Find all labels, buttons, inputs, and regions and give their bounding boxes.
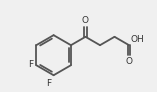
Text: F: F (46, 79, 51, 88)
Text: O: O (82, 16, 89, 25)
Text: F: F (28, 60, 33, 69)
Text: OH: OH (130, 35, 144, 44)
Text: O: O (126, 57, 133, 66)
